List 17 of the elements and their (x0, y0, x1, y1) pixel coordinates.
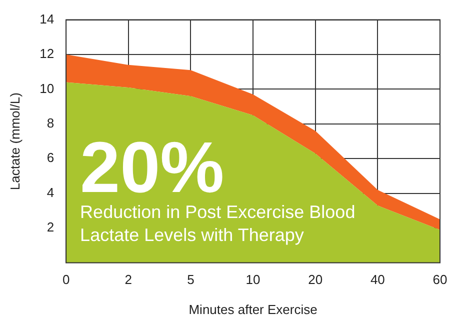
y-tick-label: 6 (46, 150, 54, 166)
y-tick-label: 4 (46, 184, 54, 200)
y-axis-title: Lactate (mmol/L) (7, 92, 22, 190)
x-axis-title: Minutes after Exercise (188, 302, 318, 317)
x-tick-label: 2 (124, 272, 132, 288)
y-tick-label: 10 (40, 80, 54, 96)
x-tick-label: 60 (432, 272, 448, 288)
y-tick-label: 12 (40, 46, 54, 62)
annotation: Reduction in Post Excercise Blood Lactate Levels with Therapy (80, 202, 356, 245)
y-tick-label: 14 (40, 11, 54, 26)
x-tick-label: 0 (62, 272, 70, 288)
x-tick-label: 20 (308, 272, 323, 288)
x-tick-label: 10 (246, 272, 260, 288)
y-tick-label: 2 (46, 220, 54, 235)
x-tick-label: 5 (187, 272, 194, 288)
y-tick-label: 8 (46, 116, 54, 131)
x-tick-label: 40 (370, 272, 385, 288)
